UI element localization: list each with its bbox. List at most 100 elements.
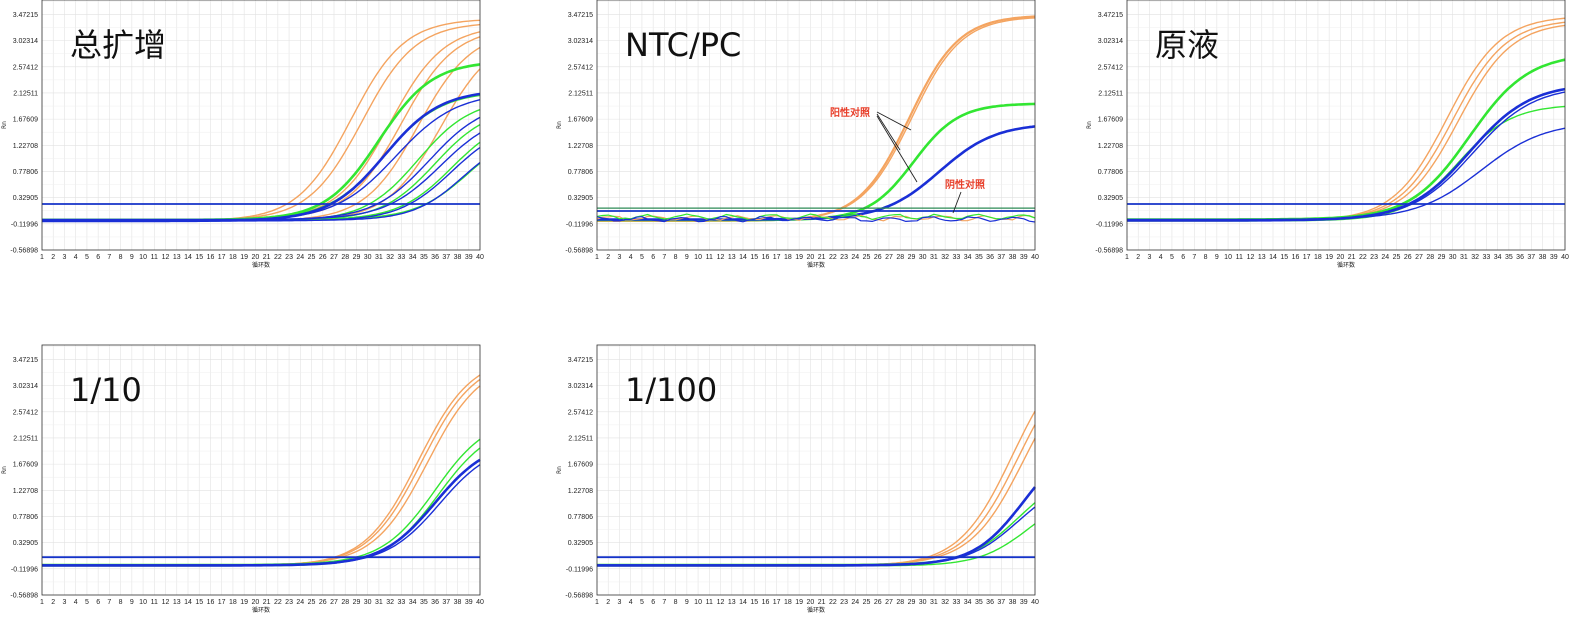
x-tick-label: 17 (773, 599, 781, 606)
x-tick-label: 31 (930, 599, 938, 606)
series-line-blue (596, 216, 1036, 223)
x-tick-label: 4 (74, 599, 78, 606)
chart-panel-stock: 3.47215 3.02314 2.57412 2.12511 1.67609 1.227… (1085, 0, 1575, 272)
x-tick-label: 19 (1325, 254, 1333, 261)
y-axis-label: Rn (1, 121, 8, 129)
x-tick-label: 10 (694, 254, 702, 261)
x-tick-label: 28 (896, 254, 904, 261)
chart-panel-dilution-10: 3.47215 3.02314 2.57412 2.12511 1.67609 1.227… (0, 344, 490, 617)
x-tick-label: 33 (1482, 254, 1490, 261)
series-line-blue (42, 161, 481, 222)
x-tick-label: 40 (476, 254, 484, 261)
x-tick-label: 38 (1009, 254, 1017, 261)
series-line-green (596, 213, 1036, 221)
x-tick-label: 37 (442, 599, 450, 606)
x-tick-label: 5 (640, 254, 644, 261)
x-tick-label: 24 (296, 254, 304, 261)
x-tick-label: 10 (139, 599, 147, 606)
x-tick-label: 32 (941, 254, 949, 261)
x-tick-label: 10 (1224, 254, 1232, 261)
y-tick-label: 2.57412 (1098, 64, 1123, 71)
x-axis-label: 循环数 (807, 606, 825, 614)
arrow-line (876, 115, 918, 183)
y-tick-label: 0.77806 (1098, 169, 1123, 176)
grid-lines (41, 345, 481, 596)
y-tick-label: 2.12511 (568, 90, 593, 97)
x-tick-label: 7 (662, 254, 666, 261)
x-tick-label: 4 (1159, 254, 1163, 261)
x-tick-label: 5 (640, 599, 644, 606)
x-tick-label: 24 (296, 599, 304, 606)
x-tick-label: 7 (1192, 254, 1196, 261)
x-tick-label: 15 (750, 599, 758, 606)
x-tick-label: 29 (1438, 254, 1446, 261)
series-group (42, 19, 481, 223)
x-tick-label: 25 (308, 599, 316, 606)
x-tick-label: 3 (618, 599, 622, 606)
x-tick-label: 40 (1561, 254, 1569, 261)
y-tick-label: -0.56898 (565, 248, 593, 255)
x-tick-label: 32 (1471, 254, 1479, 261)
annotation-positive-control: 阳性对照 (830, 106, 870, 119)
grid-lines (41, 0, 481, 251)
chart-panel-ntc-pc: 3.47215 3.02314 2.57412 2.12511 1.67609 1.227… (555, 0, 1045, 272)
x-tick-label: 37 (1527, 254, 1535, 261)
y-tick-label: -0.11996 (566, 221, 593, 228)
x-tick-label: 24 (851, 599, 859, 606)
x-tick-label: 21 (263, 599, 271, 606)
x-tick-label: 11 (151, 599, 158, 606)
x-tick-label: 35 (975, 599, 983, 606)
x-tick-label: 1 (595, 599, 599, 606)
x-tick-label: 33 (952, 599, 960, 606)
x-tick-label: 40 (476, 599, 484, 606)
arrow-line (952, 191, 962, 214)
series-line-blue (42, 132, 481, 221)
x-tick-label: 21 (818, 254, 826, 261)
x-tick-label: 1 (595, 254, 599, 261)
plot-area (42, 345, 480, 595)
x-tick-label: 38 (454, 254, 462, 261)
x-tick-label: 32 (386, 599, 394, 606)
x-tick-label: 27 (885, 254, 893, 261)
x-tick-label: 4 (74, 254, 78, 261)
x-tick-label: 34 (409, 599, 417, 606)
plot-frame (596, 344, 1036, 596)
x-tick-label: 13 (173, 599, 181, 606)
chart-panel-dilution-100: 3.47215 3.02314 2.57412 2.12511 1.67609 1.227… (555, 344, 1045, 617)
y-tick-label: 1.22708 (568, 488, 593, 495)
x-tick-label: 9 (685, 254, 689, 261)
y-tick-label: 0.32905 (568, 195, 593, 202)
x-tick-label: 18 (1314, 254, 1322, 261)
x-tick-label: 16 (762, 254, 770, 261)
x-tick-label: 3 (618, 254, 622, 261)
y-tick-label: 2.12511 (1098, 90, 1123, 97)
x-tick-label: 5 (85, 599, 89, 606)
x-tick-label: 2 (51, 254, 55, 261)
x-tick-label: 9 (130, 599, 134, 606)
x-tick-label: 14 (739, 599, 747, 606)
x-tick-label: 25 (863, 599, 871, 606)
x-tick-label: 9 (685, 599, 689, 606)
x-tick-label: 32 (386, 254, 394, 261)
x-tick-label: 3 (63, 254, 67, 261)
x-tick-label: 5 (1170, 254, 1174, 261)
x-tick-label: 17 (773, 254, 781, 261)
x-tick-label: 30 (364, 599, 372, 606)
y-tick-label: 0.77806 (568, 514, 593, 521)
x-tick-label: 31 (375, 599, 383, 606)
y-tick-label: 2.57412 (13, 409, 38, 416)
x-tick-label: 7 (662, 599, 666, 606)
x-tick-label: 36 (431, 599, 439, 606)
arrow-line (876, 111, 912, 131)
x-tick-label: 33 (397, 254, 405, 261)
x-tick-label: 11 (1236, 254, 1243, 261)
x-tick-label: 11 (706, 254, 713, 261)
x-tick-label: 29 (908, 599, 916, 606)
chart-panel-total: 3.47215 3.02314 2.57412 2.12511 1.67609 1.227… (0, 0, 490, 272)
y-tick-label: -0.56898 (1095, 248, 1123, 255)
panel-title: 原液 (1155, 26, 1219, 64)
x-tick-label: 34 (409, 254, 417, 261)
x-tick-label: 27 (330, 254, 338, 261)
x-tick-label: 39 (1020, 599, 1028, 606)
x-tick-label: 28 (1426, 254, 1434, 261)
